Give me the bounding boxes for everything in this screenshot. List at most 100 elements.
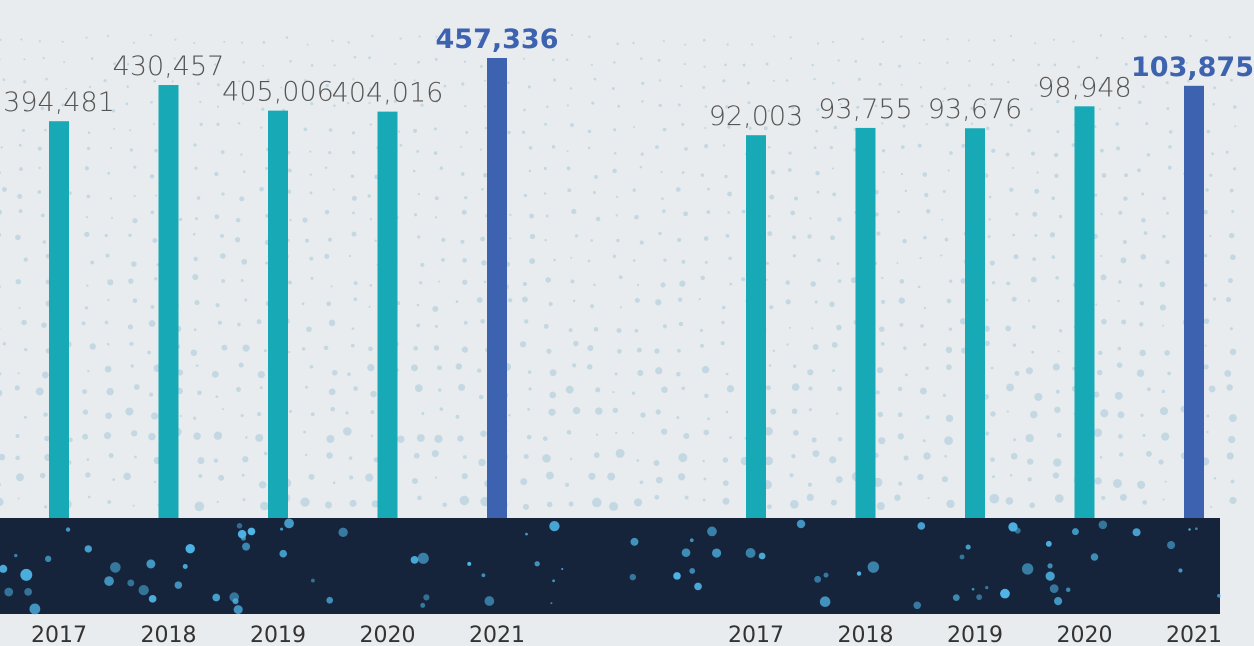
dot — [1032, 324, 1036, 329]
dot — [462, 258, 467, 263]
dot — [789, 36, 792, 39]
dot — [1014, 370, 1020, 376]
light — [138, 584, 149, 596]
dot — [593, 283, 596, 287]
dot — [660, 170, 663, 174]
dot — [289, 59, 292, 63]
dot — [353, 55, 357, 59]
light — [552, 579, 556, 583]
light — [1049, 584, 1059, 593]
dot — [1142, 61, 1145, 64]
dot — [551, 145, 556, 149]
dot — [543, 192, 547, 195]
dot — [681, 259, 686, 264]
dot — [348, 456, 353, 460]
dot — [677, 473, 686, 481]
dot — [572, 406, 581, 415]
dot — [726, 43, 729, 46]
dot — [287, 280, 292, 285]
dot — [700, 343, 704, 348]
dot — [545, 214, 549, 218]
dot — [16, 473, 24, 482]
dot — [438, 388, 442, 392]
dot — [1119, 493, 1127, 501]
dot — [833, 125, 838, 130]
dot — [1226, 297, 1232, 303]
dot — [553, 258, 556, 262]
dot — [877, 411, 884, 418]
dot — [432, 305, 439, 312]
light — [856, 571, 862, 576]
dot — [595, 407, 603, 415]
dot — [434, 57, 438, 61]
light — [549, 520, 560, 532]
dot — [654, 348, 660, 354]
dot — [898, 64, 902, 68]
dot — [416, 150, 420, 153]
dot — [662, 209, 666, 213]
dot — [2, 78, 6, 82]
dot — [1161, 389, 1166, 394]
dot — [572, 363, 577, 368]
dot — [257, 412, 262, 417]
dot — [304, 385, 308, 389]
dot — [351, 131, 356, 135]
dot — [1121, 319, 1127, 325]
dot — [263, 349, 267, 353]
dot — [309, 191, 313, 195]
dot — [899, 322, 904, 327]
dot — [1166, 211, 1169, 215]
dot — [641, 81, 645, 85]
light — [689, 538, 694, 543]
dot — [815, 129, 819, 133]
light — [823, 572, 829, 578]
dot — [722, 144, 726, 147]
dot — [1056, 299, 1060, 303]
dot — [990, 457, 995, 463]
dot — [463, 320, 468, 325]
dot — [107, 171, 111, 175]
dot — [722, 79, 726, 83]
dot — [199, 100, 202, 104]
dot — [942, 189, 946, 193]
dot — [924, 192, 929, 198]
dot — [529, 233, 536, 240]
dot — [587, 345, 594, 352]
dot — [747, 101, 751, 105]
dot — [324, 253, 330, 259]
dot — [42, 240, 47, 244]
dot — [702, 459, 705, 463]
dot — [82, 389, 88, 395]
light — [417, 552, 429, 564]
dot — [257, 370, 265, 379]
dot — [326, 452, 333, 459]
dot — [590, 63, 593, 67]
dot — [1145, 450, 1152, 457]
dot — [702, 38, 706, 42]
dot — [570, 123, 574, 128]
dot — [897, 412, 903, 418]
dot — [770, 408, 777, 415]
dot — [881, 122, 884, 125]
dot — [683, 432, 690, 440]
dot — [721, 320, 725, 325]
light — [1000, 588, 1010, 599]
light — [104, 576, 114, 586]
light — [1195, 527, 1198, 531]
dot — [150, 305, 155, 309]
dot — [792, 364, 797, 368]
dot — [681, 122, 685, 126]
dot — [215, 395, 219, 399]
dot — [967, 39, 970, 42]
dot — [18, 306, 21, 310]
dot — [0, 497, 4, 507]
dot — [830, 235, 835, 241]
dot — [619, 306, 622, 309]
dot — [748, 126, 752, 130]
dot — [750, 43, 754, 46]
dot — [216, 83, 220, 87]
dot — [1124, 173, 1128, 178]
dot — [1095, 303, 1098, 306]
dot — [197, 390, 202, 396]
dot — [217, 320, 222, 325]
